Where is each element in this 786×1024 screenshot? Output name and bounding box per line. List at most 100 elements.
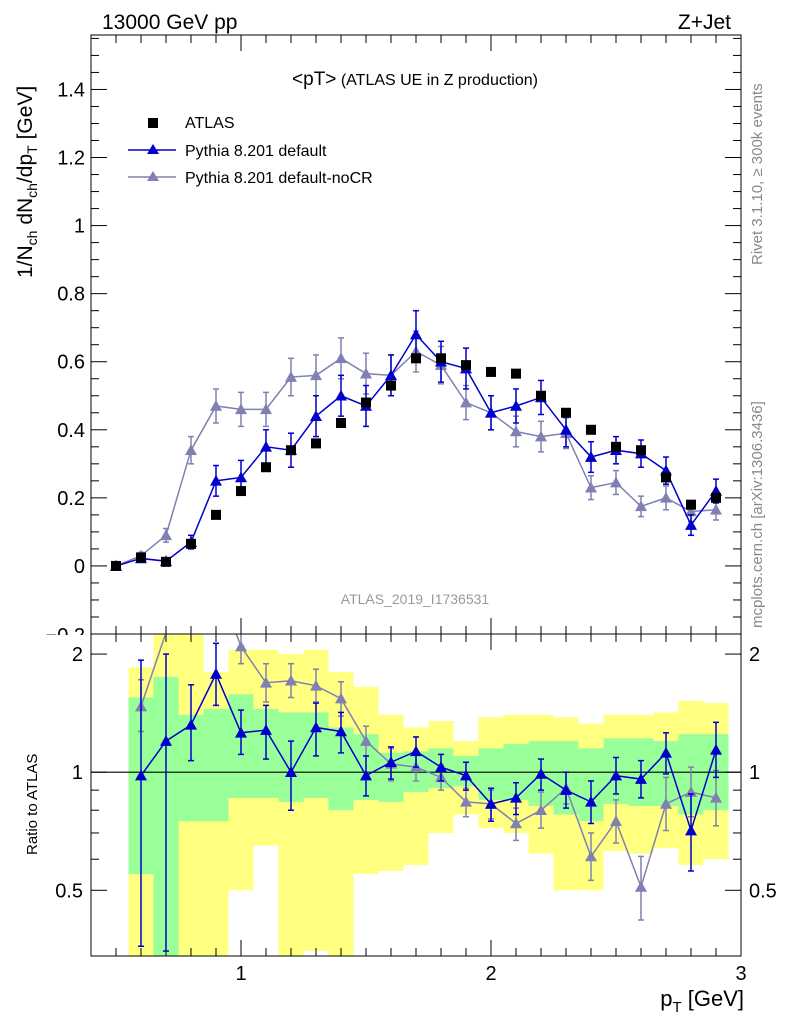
main-point-atlas <box>311 438 321 449</box>
main-ytick-label: 0.4 <box>57 420 85 442</box>
main-point-atlas <box>711 492 721 503</box>
ratio-point-nocr <box>285 674 297 686</box>
ratio-xtick-label: 1 <box>235 963 246 985</box>
ratio-ytick-label-right: 2 <box>749 644 760 666</box>
main-point-nocr <box>360 367 372 379</box>
main-point-atlas <box>686 499 696 510</box>
ratio-point-default <box>335 725 347 737</box>
ratio-band-green <box>203 708 229 822</box>
main-point-atlas <box>186 538 196 549</box>
main-point-default <box>585 451 597 462</box>
main-point-default <box>235 471 247 483</box>
main-point-atlas <box>111 560 121 571</box>
main-point-nocr <box>160 529 172 541</box>
rivet-label: Rivet 3.1.10, ≥ 300k events <box>749 83 766 265</box>
ratio-point-nocr <box>635 880 647 892</box>
main-point-nocr <box>610 476 622 488</box>
main-point-nocr <box>710 503 722 515</box>
ratio-point-default <box>185 718 197 730</box>
ratio-xtick-label: 3 <box>735 963 746 985</box>
main-point-atlas <box>411 353 421 364</box>
mcplots-label: mcplots.cern.ch [arXiv:1306.3436] <box>749 401 766 628</box>
ratio-ylabel: Ratio to ATLAS <box>24 754 41 855</box>
header-right: Z+Jet <box>678 11 731 34</box>
ratio-point-nocr <box>235 640 247 652</box>
legend-marker-atlas <box>148 118 158 128</box>
main-point-atlas <box>486 366 496 377</box>
main-point-nocr <box>185 444 197 456</box>
ratio-point-nocr <box>335 692 347 704</box>
ratio-point-nocr <box>210 573 222 584</box>
main-point-nocr <box>460 396 472 408</box>
main-ytick-label: 1.2 <box>57 148 85 170</box>
main-point-atlas <box>661 472 671 483</box>
ratio-line-default <box>140 672 717 834</box>
ratio-point-default <box>660 746 672 758</box>
main-point-atlas <box>211 509 221 520</box>
main-point-atlas <box>586 424 596 435</box>
main-plot-area <box>110 309 722 571</box>
main-ytick-label: 0.6 <box>57 352 85 374</box>
legend-label-nocr: Pythia 8.201 default-noCR <box>185 170 373 187</box>
main-ytick-label: 0 <box>74 556 85 578</box>
ratio-point-default <box>310 721 322 733</box>
main-point-atlas <box>536 390 546 401</box>
main-point-atlas <box>261 462 271 473</box>
main-point-default <box>410 328 422 340</box>
main-point-default <box>560 423 572 435</box>
ratio-point-nocr <box>610 815 622 826</box>
ratio-xlabel: pT [GeV] <box>660 986 744 1016</box>
ratio-point-default <box>460 769 472 781</box>
ratio-point-default <box>160 735 172 746</box>
main-ytick-label: 0.2 <box>57 488 85 510</box>
ratio-point-default <box>360 769 372 781</box>
header-left: 13000 GeV pp <box>102 11 237 34</box>
ratio-point-default <box>385 756 397 768</box>
main-ytick-label: 0.8 <box>57 284 85 306</box>
main-point-atlas <box>361 397 371 408</box>
main-point-nocr <box>260 403 272 415</box>
ratio-point-nocr <box>535 804 547 815</box>
main-point-atlas <box>561 407 571 418</box>
main-line-nocr <box>115 350 717 567</box>
main-point-default <box>685 519 697 530</box>
main-point-nocr <box>335 352 347 364</box>
ratio-point-default <box>610 769 622 781</box>
main-point-nocr <box>285 371 297 382</box>
ratio-point-default <box>585 795 597 807</box>
main-point-atlas <box>136 552 146 563</box>
ratio-point-default <box>235 726 247 738</box>
ratio-point-nocr <box>510 817 522 829</box>
main-point-nocr <box>660 491 672 503</box>
main-point-nocr <box>210 399 222 411</box>
main-ylabel: 1/Nch dNch/dpT [GeV] <box>14 86 40 278</box>
main-point-nocr <box>510 425 522 437</box>
main-point-nocr <box>235 403 247 415</box>
ratio-point-default <box>560 784 572 795</box>
main-point-nocr <box>535 430 547 442</box>
main-point-atlas <box>161 556 171 567</box>
legend: ATLAS Pythia 8.201 default Pythia 8.201 … <box>128 115 373 187</box>
analysis-tag: ATLAS_2019_I1736531 <box>341 591 490 607</box>
ratio-point-nocr <box>185 553 197 564</box>
ratio-point-nocr <box>310 679 322 691</box>
ratio-point-default <box>260 724 272 735</box>
ratio-point-default <box>410 745 422 757</box>
main-point-atlas <box>511 368 521 379</box>
main-point-nocr <box>635 500 647 512</box>
main-point-atlas <box>236 486 246 497</box>
main-point-atlas <box>636 445 646 456</box>
ratio-ytick-label: 1 <box>72 762 83 784</box>
ratio-bands <box>128 634 729 956</box>
ratio-point-nocr <box>260 676 272 688</box>
ratio-point-nocr <box>660 797 672 809</box>
ratio-point-default <box>685 824 697 836</box>
ratio-point-default <box>510 791 522 803</box>
main-title: <pT> (ATLAS UE in Z production) <box>292 69 538 90</box>
main-point-atlas <box>336 417 346 428</box>
main-point-default <box>510 399 522 411</box>
main-point-default <box>385 369 397 381</box>
ratio-point-default <box>135 769 147 781</box>
ratio-point-default <box>485 797 497 809</box>
main-point-atlas <box>461 360 471 371</box>
